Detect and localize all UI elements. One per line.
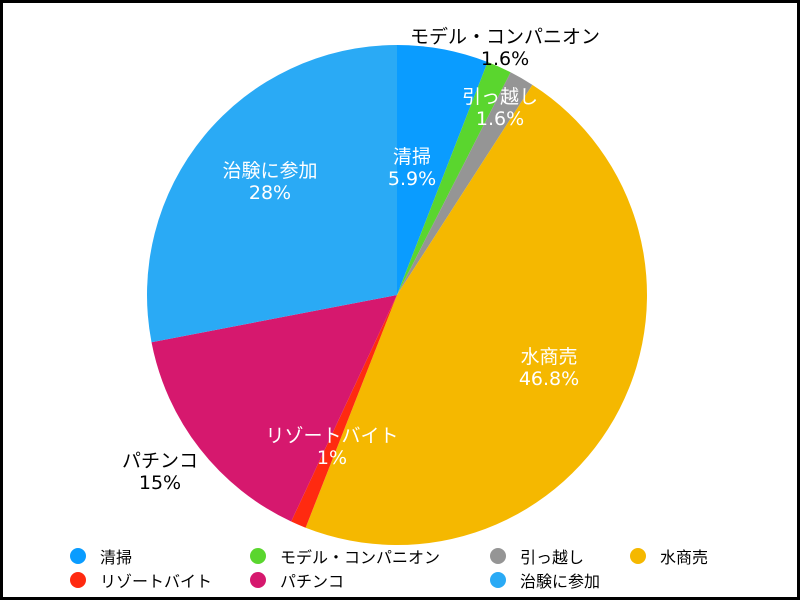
legend: 清掃 モデル・コンパニオン 引っ越し 水商売リゾートバイト パチンコ 治験に参加 (70, 545, 760, 591)
pie-slices (146, 45, 648, 546)
slice-name-label: 清掃 (393, 146, 431, 168)
legend-label: リゾートバイト (100, 572, 213, 591)
legend-item: パチンコ (250, 569, 490, 591)
legend-label: 水商売 (660, 548, 709, 567)
pie-slice (397, 72, 533, 295)
slice-name-label: 水商売 (520, 346, 577, 368)
slice-value-label: 28% (249, 182, 291, 204)
legend-swatch (70, 572, 86, 588)
legend-swatch (250, 548, 266, 564)
legend-swatch (630, 548, 646, 564)
slice-name-label: パチンコ (122, 450, 198, 472)
slice-name-label: 引っ越し (462, 86, 538, 108)
legend-swatch (250, 572, 266, 588)
legend-item: 水商売 (630, 545, 760, 567)
legend-label: 治験に参加 (520, 572, 601, 591)
legend-item: 治験に参加 (490, 569, 630, 591)
legend-label: パチンコ (280, 572, 345, 591)
legend-item: 清掃 (70, 545, 250, 567)
legend-label: モデル・コンパニオン (280, 548, 441, 567)
slice-name-label: 治験に参加 (222, 160, 317, 182)
pie-slice (291, 295, 397, 528)
legend-swatch (70, 548, 86, 564)
slice-value-label: 5.9% (388, 168, 436, 190)
pie-slice (305, 84, 648, 546)
legend-label: 清掃 (100, 548, 133, 567)
pie-slice (397, 45, 488, 295)
pie-slice (397, 62, 511, 296)
legend-item: 引っ越し (490, 545, 630, 567)
pie-slice (146, 45, 397, 343)
legend-item: モデル・コンパニオン (250, 545, 490, 567)
pie-labels: 清掃5.9%モデル・コンパニオン1.6%引っ越し1.6%水商売46.8%リゾート… (122, 26, 600, 494)
legend-swatch (490, 572, 506, 588)
legend-label: 引っ越し (520, 548, 585, 567)
slice-name-label: モデル・コンパニオン (410, 26, 600, 48)
slice-value-label: 1.6% (481, 48, 529, 70)
slice-value-label: 1.6% (476, 108, 524, 130)
slice-value-label: 1% (317, 447, 347, 469)
slice-name-label: リゾートバイト (265, 425, 398, 447)
legend-swatch (490, 548, 506, 564)
slice-value-label: 15% (139, 472, 181, 494)
slice-value-label: 46.8% (519, 368, 579, 390)
pie-slice (151, 295, 397, 522)
legend-item: リゾートバイト (70, 569, 250, 591)
